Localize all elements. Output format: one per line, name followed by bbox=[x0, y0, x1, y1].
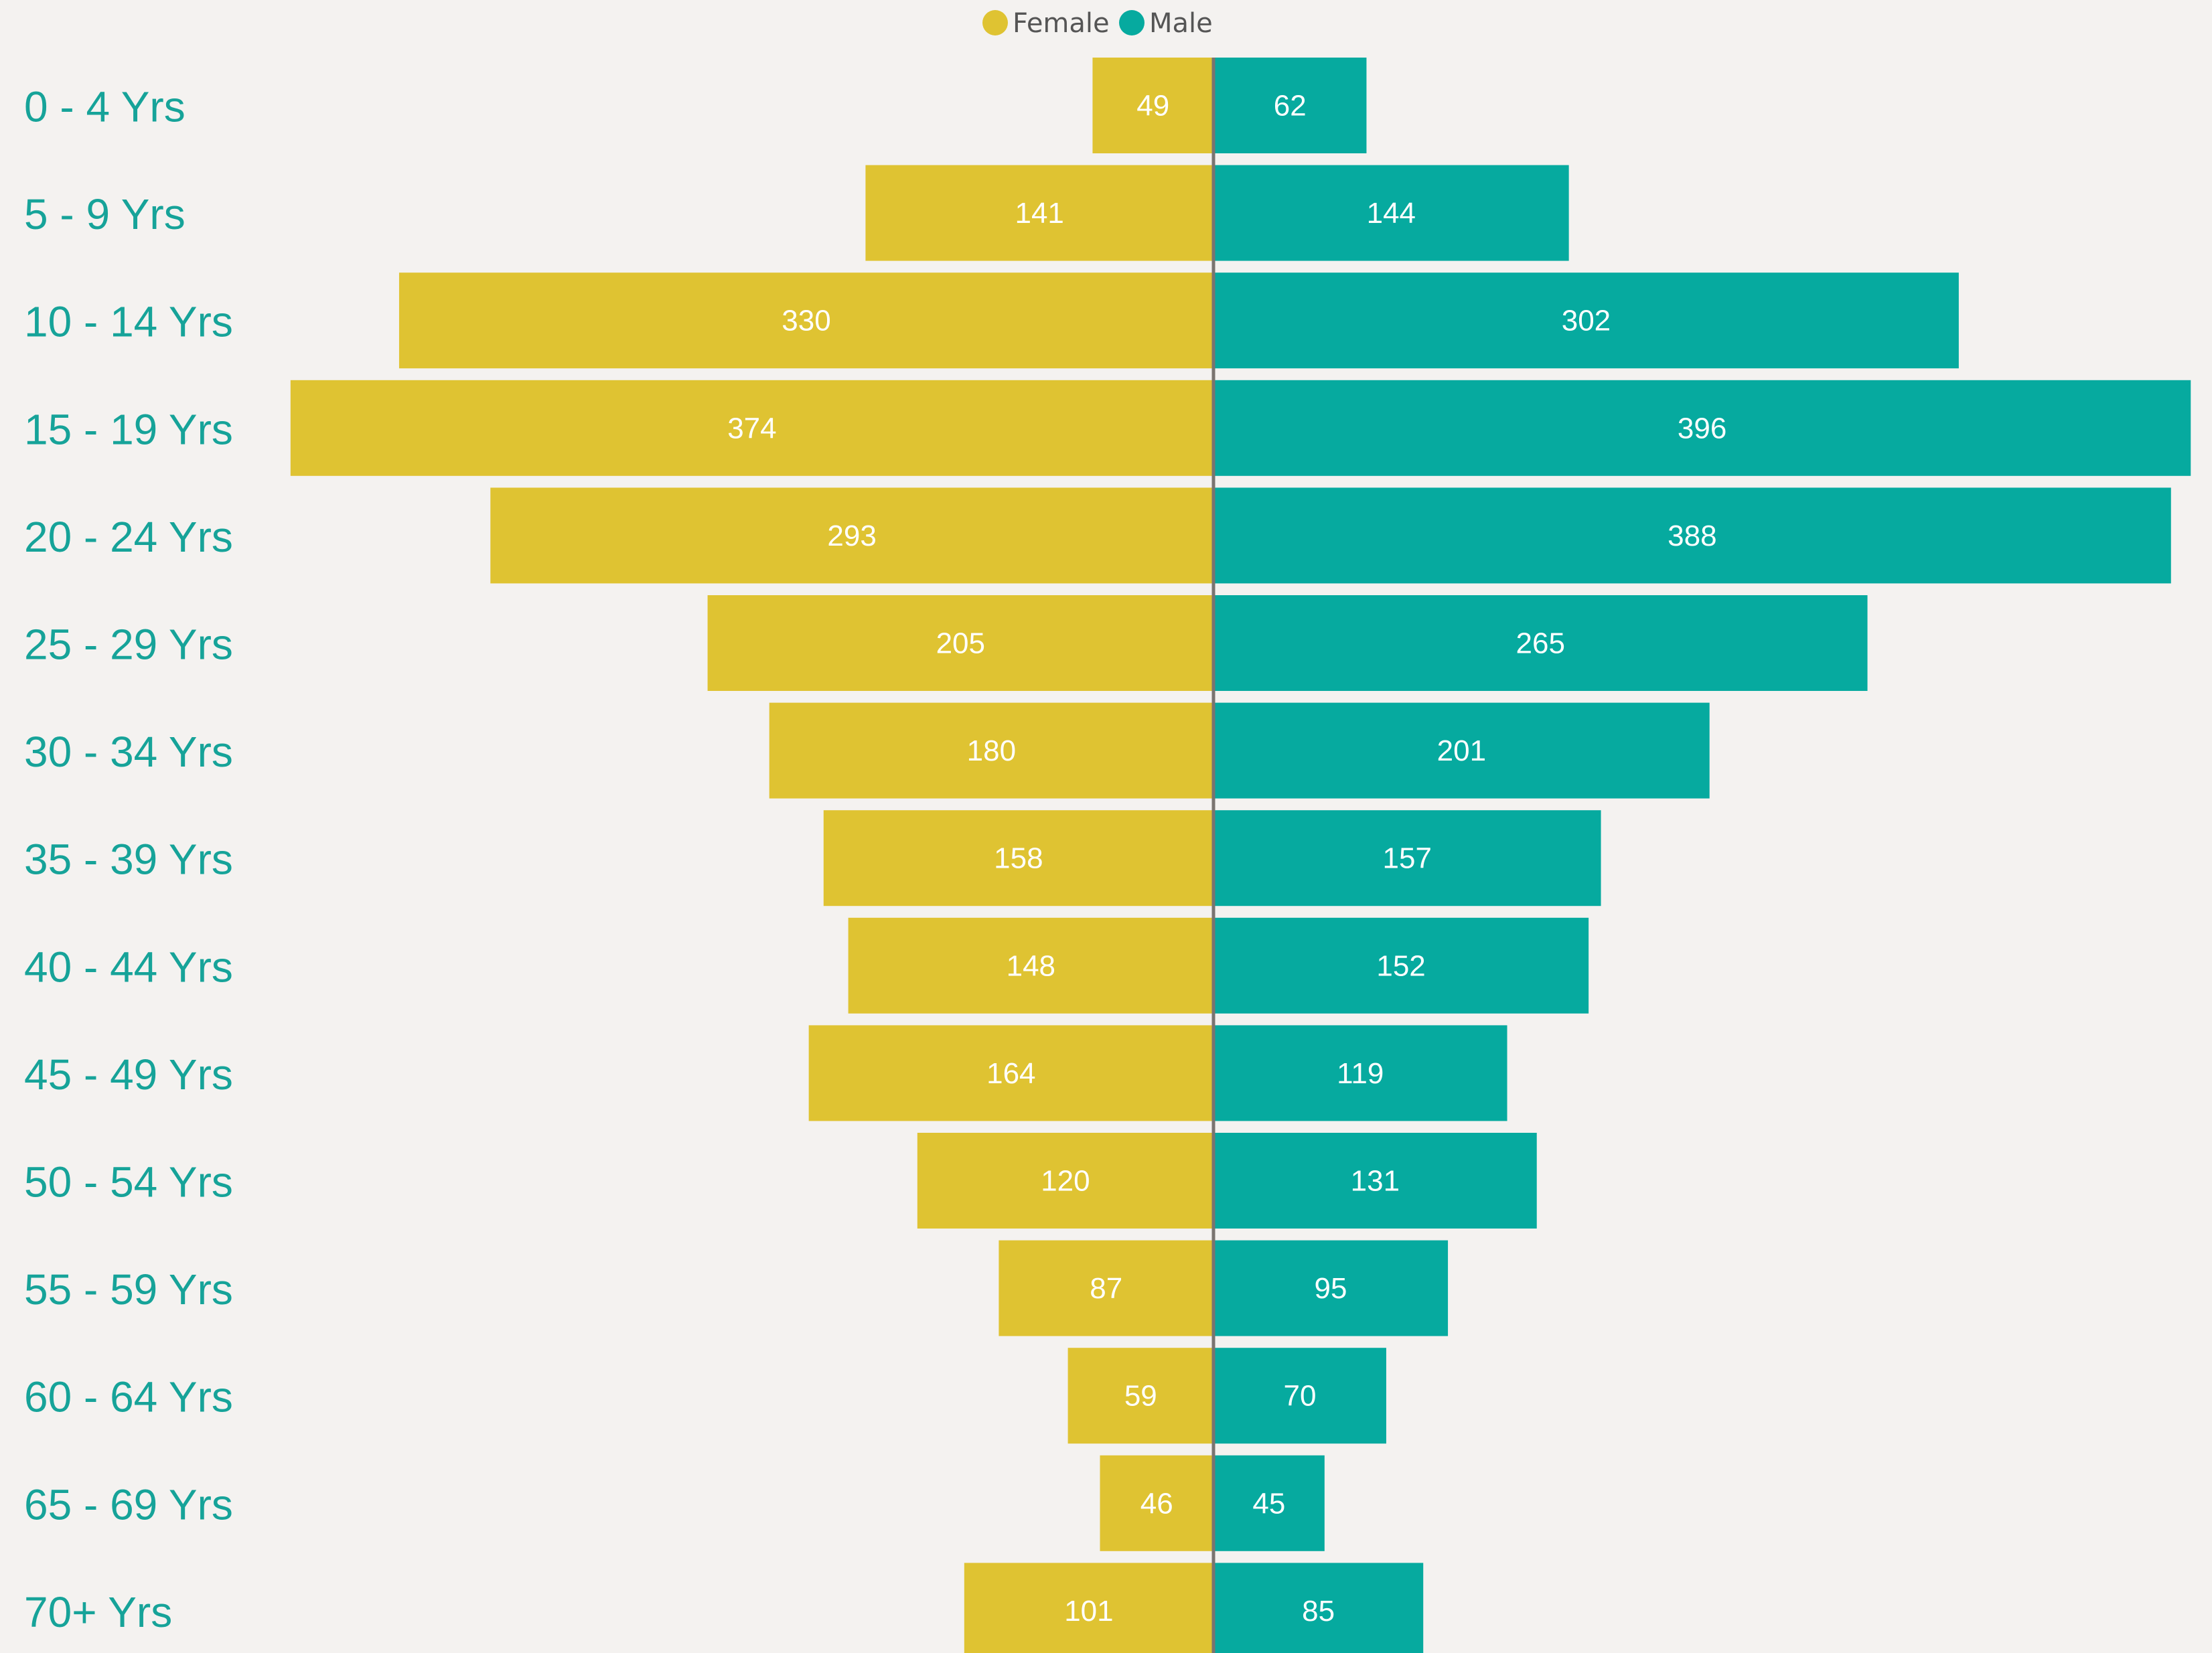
category-label: 25 - 29 Yrs bbox=[24, 621, 233, 669]
category-label: 0 - 4 Yrs bbox=[24, 83, 186, 131]
male-bar bbox=[1213, 165, 1569, 261]
category-label: 5 - 9 Yrs bbox=[24, 190, 186, 238]
female-value-label: 101 bbox=[1064, 1595, 1113, 1628]
male-bar bbox=[1213, 1563, 1424, 1653]
bars-group: 49 62 141 144 330 302 374 396 293 388 205 265 180 201… bbox=[290, 58, 2191, 1653]
category-label: 15 - 19 Yrs bbox=[24, 405, 233, 453]
legend-female-marker bbox=[982, 10, 1008, 35]
female-value-label: 293 bbox=[827, 520, 876, 552]
female-value-label: 205 bbox=[936, 627, 985, 660]
male-bar bbox=[1213, 1133, 1537, 1229]
female-bar bbox=[917, 1133, 1213, 1229]
male-value-label: 95 bbox=[1315, 1272, 1347, 1305]
male-value-label: 45 bbox=[1252, 1487, 1285, 1520]
category-label: 60 - 64 Yrs bbox=[24, 1373, 233, 1421]
female-value-label: 59 bbox=[1124, 1380, 1157, 1413]
male-value-label: 265 bbox=[1516, 627, 1565, 660]
male-value-label: 70 bbox=[1283, 1380, 1316, 1413]
female-value-label: 148 bbox=[1007, 949, 1055, 982]
category-labels-group: 0 - 4 Yrs 5 - 9 Yrs 10 - 14 Yrs 15 - 19 Yrs… bbox=[24, 83, 233, 1636]
category-label: 45 - 49 Yrs bbox=[24, 1050, 233, 1099]
male-value-label: 85 bbox=[1302, 1595, 1335, 1628]
legend: Female Male bbox=[982, 8, 1213, 39]
male-value-label: 131 bbox=[1351, 1165, 1400, 1198]
male-bar bbox=[1213, 595, 1868, 691]
male-bar bbox=[1213, 272, 1959, 369]
category-label: 20 - 24 Yrs bbox=[24, 513, 233, 561]
female-value-label: 330 bbox=[782, 305, 830, 337]
female-bar bbox=[398, 272, 1214, 369]
female-value-label: 164 bbox=[986, 1057, 1035, 1090]
male-value-label: 119 bbox=[1337, 1057, 1384, 1090]
female-value-label: 87 bbox=[1090, 1272, 1122, 1305]
male-value-label: 152 bbox=[1376, 949, 1425, 982]
female-bar bbox=[1067, 1348, 1213, 1444]
legend-male-marker bbox=[1119, 10, 1145, 35]
category-label: 65 - 69 Yrs bbox=[24, 1480, 233, 1528]
male-bar bbox=[1213, 810, 1601, 907]
female-value-label: 49 bbox=[1136, 90, 1169, 123]
female-value-label: 374 bbox=[727, 412, 776, 445]
legend-male-label: Male bbox=[1149, 8, 1213, 39]
male-value-label: 396 bbox=[1678, 412, 1726, 445]
female-bar bbox=[964, 1563, 1213, 1653]
female-bar bbox=[865, 165, 1213, 261]
male-bar bbox=[1213, 702, 1710, 799]
female-bar bbox=[1092, 58, 1213, 153]
category-label: 70+ Yrs bbox=[24, 1588, 172, 1636]
category-label: 50 - 54 Yrs bbox=[24, 1158, 233, 1206]
female-bar bbox=[769, 702, 1213, 799]
female-value-label: 46 bbox=[1140, 1487, 1173, 1520]
female-value-label: 158 bbox=[994, 842, 1043, 875]
male-value-label: 302 bbox=[1562, 305, 1611, 337]
female-value-label: 180 bbox=[967, 734, 1016, 767]
male-value-label: 201 bbox=[1437, 734, 1486, 767]
female-value-label: 141 bbox=[1015, 197, 1063, 230]
female-bar bbox=[823, 810, 1213, 907]
male-bar bbox=[1213, 487, 2171, 584]
male-bar bbox=[1213, 1348, 1386, 1444]
category-label: 10 - 14 Yrs bbox=[24, 298, 233, 346]
female-bar bbox=[290, 380, 1213, 476]
male-bar bbox=[1213, 58, 1367, 153]
category-label: 35 - 39 Yrs bbox=[24, 836, 233, 884]
legend-female-label: Female bbox=[1013, 8, 1110, 39]
female-bar bbox=[808, 1025, 1213, 1121]
category-label: 55 - 59 Yrs bbox=[24, 1265, 233, 1314]
male-value-label: 62 bbox=[1274, 90, 1307, 123]
male-bar bbox=[1213, 1455, 1325, 1551]
category-label: 30 - 34 Yrs bbox=[24, 728, 233, 776]
female-value-label: 120 bbox=[1041, 1165, 1090, 1198]
female-bar bbox=[848, 917, 1213, 1014]
male-value-label: 388 bbox=[1668, 520, 1716, 552]
female-bar bbox=[707, 595, 1213, 691]
female-bar bbox=[490, 487, 1214, 584]
male-bar bbox=[1213, 1025, 1507, 1121]
male-value-label: 157 bbox=[1383, 842, 1432, 875]
male-bar bbox=[1213, 1240, 1449, 1336]
male-bar bbox=[1213, 917, 1589, 1014]
female-bar bbox=[1100, 1455, 1213, 1551]
category-label: 40 - 44 Yrs bbox=[24, 943, 233, 991]
female-bar bbox=[999, 1240, 1213, 1336]
male-value-label: 144 bbox=[1367, 197, 1416, 230]
male-bar bbox=[1213, 380, 2191, 476]
